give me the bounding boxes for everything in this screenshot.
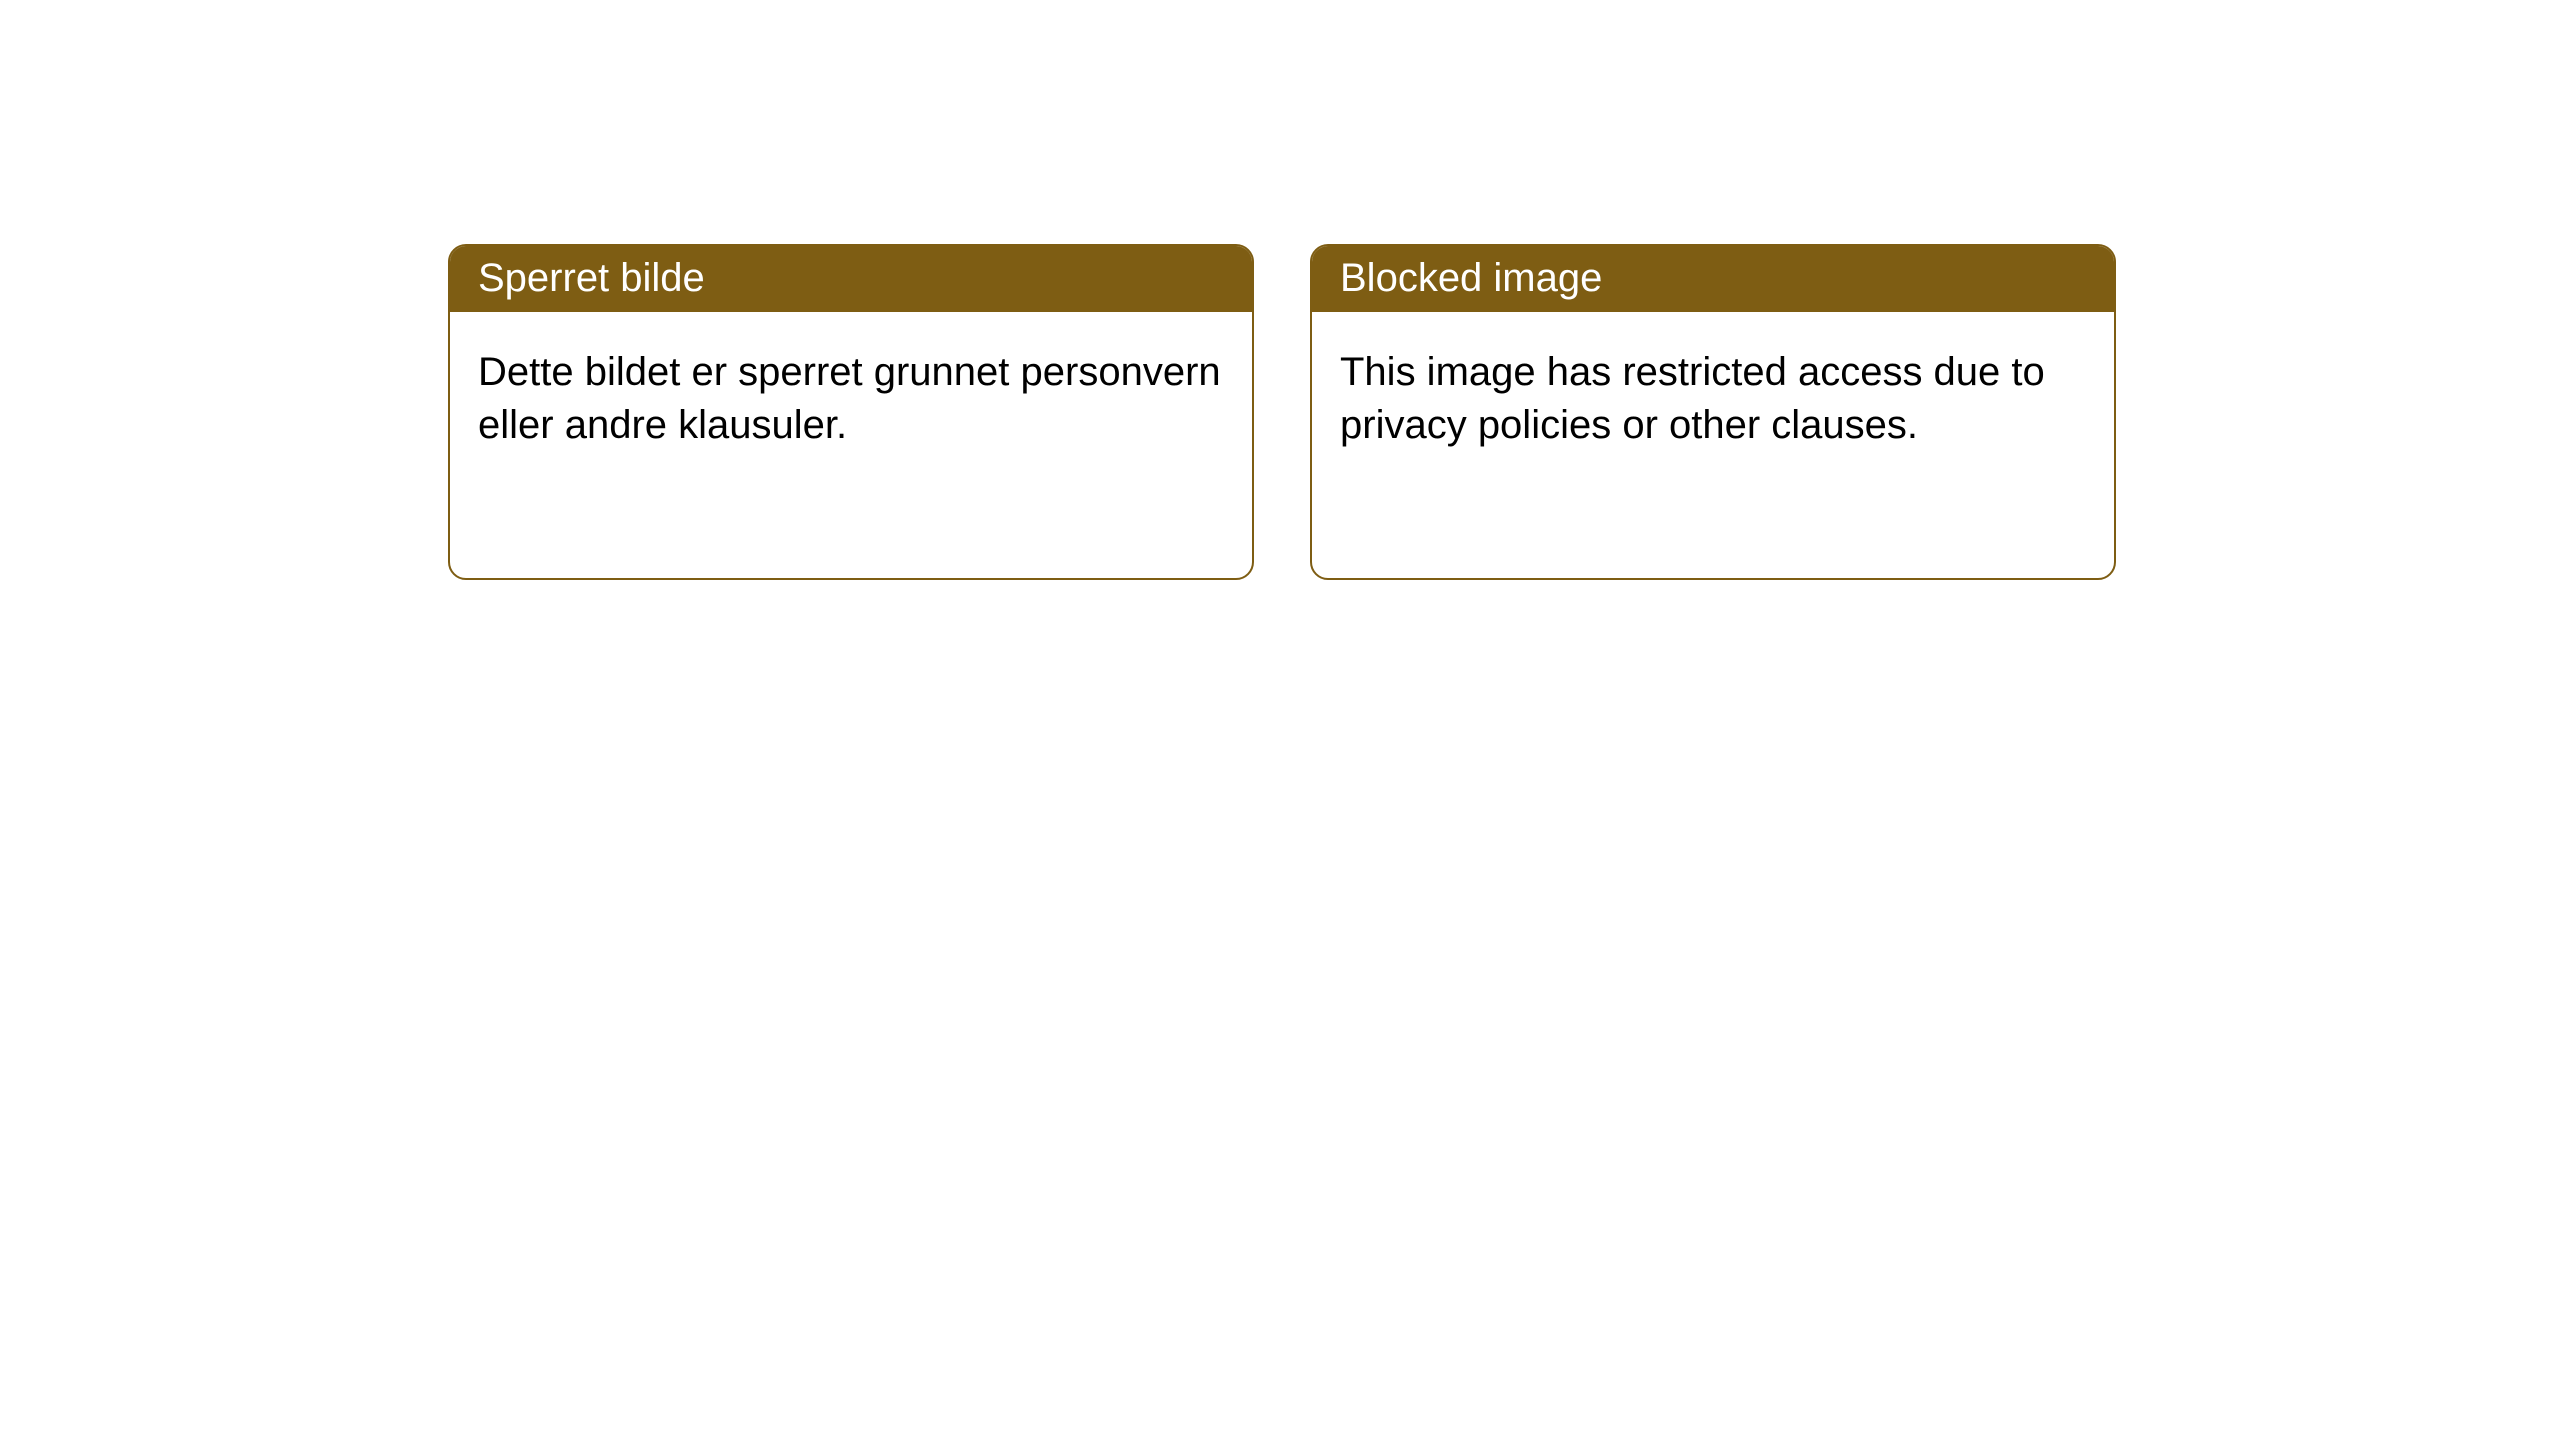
notice-header-norwegian: Sperret bilde [450, 246, 1252, 312]
notice-body-norwegian: Dette bildet er sperret grunnet personve… [450, 312, 1252, 480]
notice-container: Sperret bilde Dette bildet er sperret gr… [0, 0, 2560, 580]
notice-box-english: Blocked image This image has restricted … [1310, 244, 2116, 580]
notice-header-english: Blocked image [1312, 246, 2114, 312]
notice-box-norwegian: Sperret bilde Dette bildet er sperret gr… [448, 244, 1254, 580]
notice-body-english: This image has restricted access due to … [1312, 312, 2114, 480]
